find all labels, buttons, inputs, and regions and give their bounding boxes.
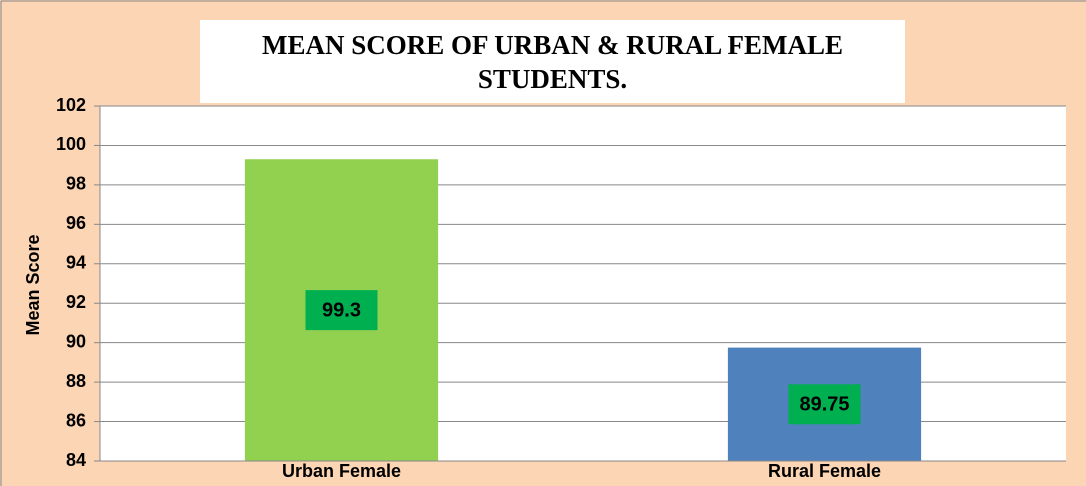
data-label-box <box>788 384 861 425</box>
y-tick-label: 92 <box>66 292 86 312</box>
x-tick-label: Urban Female <box>282 461 401 481</box>
y-tick-label: 84 <box>66 450 86 470</box>
y-tick-label: 88 <box>66 371 86 391</box>
y-tick-label: 98 <box>66 174 86 194</box>
y-tick-label: 86 <box>66 410 86 430</box>
y-axis-label: Mean Score <box>23 234 43 335</box>
y-tick-label: 94 <box>66 253 86 273</box>
y-tick-label: 100 <box>56 134 86 154</box>
x-tick-label: Rural Female <box>768 461 881 481</box>
data-label: 99.3 <box>322 299 361 321</box>
chart-title: MEAN SCORE OF URBAN & RURAL FEMALE STUDE… <box>200 20 905 103</box>
data-label: 89.75 <box>799 394 849 416</box>
y-tick-label: 90 <box>66 331 86 351</box>
y-tick-label: 96 <box>66 213 86 233</box>
y-tick-label: 102 <box>56 95 86 115</box>
data-label-box <box>305 290 378 331</box>
